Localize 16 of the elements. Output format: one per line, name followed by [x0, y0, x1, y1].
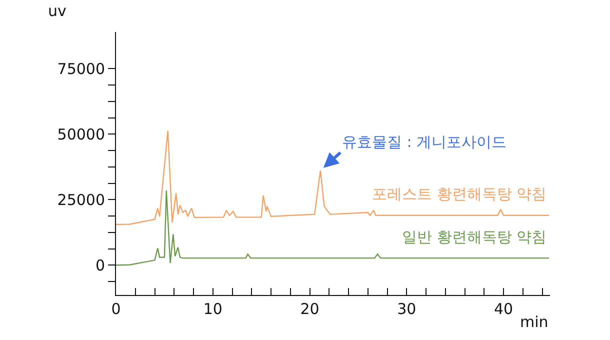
annotation: 유효물질 : 게니포사이드 — [342, 133, 507, 151]
line-series — [116, 190, 550, 266]
y-tick-label: 50000 — [57, 125, 105, 144]
x-tick-label: 0 — [111, 300, 121, 318]
x-tick-label: 40 — [494, 300, 514, 318]
series-label: 포레스트 황련해독탕 약침 — [372, 185, 547, 203]
x-axis-title: min — [520, 313, 548, 331]
x-tick-label: 20 — [300, 300, 320, 318]
series-label: 일반 황련해독탕 약침 — [402, 228, 547, 246]
y-tick-label: 25000 — [57, 190, 105, 209]
line-series — [116, 130, 550, 226]
y-axis-title: uv — [48, 2, 67, 20]
y-tick-label: 0 — [95, 256, 105, 274]
x-tick-label: 10 — [203, 300, 222, 318]
x-tick-label: 30 — [397, 300, 416, 318]
y-tick-label: 75000 — [57, 60, 105, 78]
